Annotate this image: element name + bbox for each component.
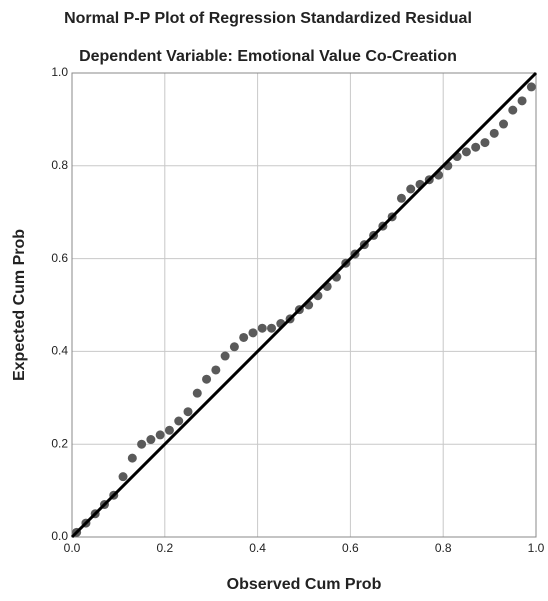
point — [202, 375, 211, 384]
point — [174, 417, 183, 426]
point — [508, 106, 517, 115]
point — [267, 324, 276, 333]
x-tick-label: 0.0 — [64, 541, 81, 555]
x-tick-label: 0.6 — [342, 541, 359, 555]
point — [258, 324, 267, 333]
point — [211, 365, 220, 374]
point — [221, 352, 230, 361]
point — [499, 120, 508, 129]
reference-line — [72, 73, 536, 537]
point — [193, 389, 202, 398]
x-tick-label: 0.4 — [249, 541, 266, 555]
point — [406, 185, 415, 194]
y-tick-label: 0.8 — [51, 158, 68, 172]
point — [146, 435, 155, 444]
y-axis-label: Expected Cum Prob — [11, 229, 28, 381]
chart-title: Normal P-P Plot of Regression Standardiz… — [64, 10, 472, 27]
point — [490, 129, 499, 138]
point — [165, 426, 174, 435]
y-tick-label: 1.0 — [51, 65, 68, 79]
point — [128, 454, 137, 463]
x-axis-label: Observed Cum Prob — [227, 576, 382, 593]
y-tick-label: 0.6 — [51, 251, 68, 265]
point — [230, 342, 239, 351]
point — [137, 440, 146, 449]
point — [248, 328, 257, 337]
y-tick-label: 0.4 — [51, 344, 68, 358]
y-tick-label: 0.0 — [51, 529, 68, 543]
point — [462, 147, 471, 156]
point — [480, 138, 489, 147]
point — [239, 333, 248, 342]
point — [527, 82, 536, 91]
chart: Normal P-P Plot of Regression Standardiz… — [0, 0, 548, 601]
chart-subtitle: Dependent Variable: Emotional Value Co-C… — [79, 48, 457, 65]
x-tick-label: 1.0 — [528, 541, 545, 555]
x-tick-label: 0.8 — [435, 541, 452, 555]
point — [471, 143, 480, 152]
point — [518, 96, 527, 105]
x-tick-label: 0.2 — [156, 541, 173, 555]
point — [184, 407, 193, 416]
y-tick-label: 0.2 — [51, 436, 68, 450]
point — [119, 472, 128, 481]
page: Normal P-P Plot of Regression Standardiz… — [0, 0, 548, 601]
point — [156, 430, 165, 439]
point — [397, 194, 406, 203]
